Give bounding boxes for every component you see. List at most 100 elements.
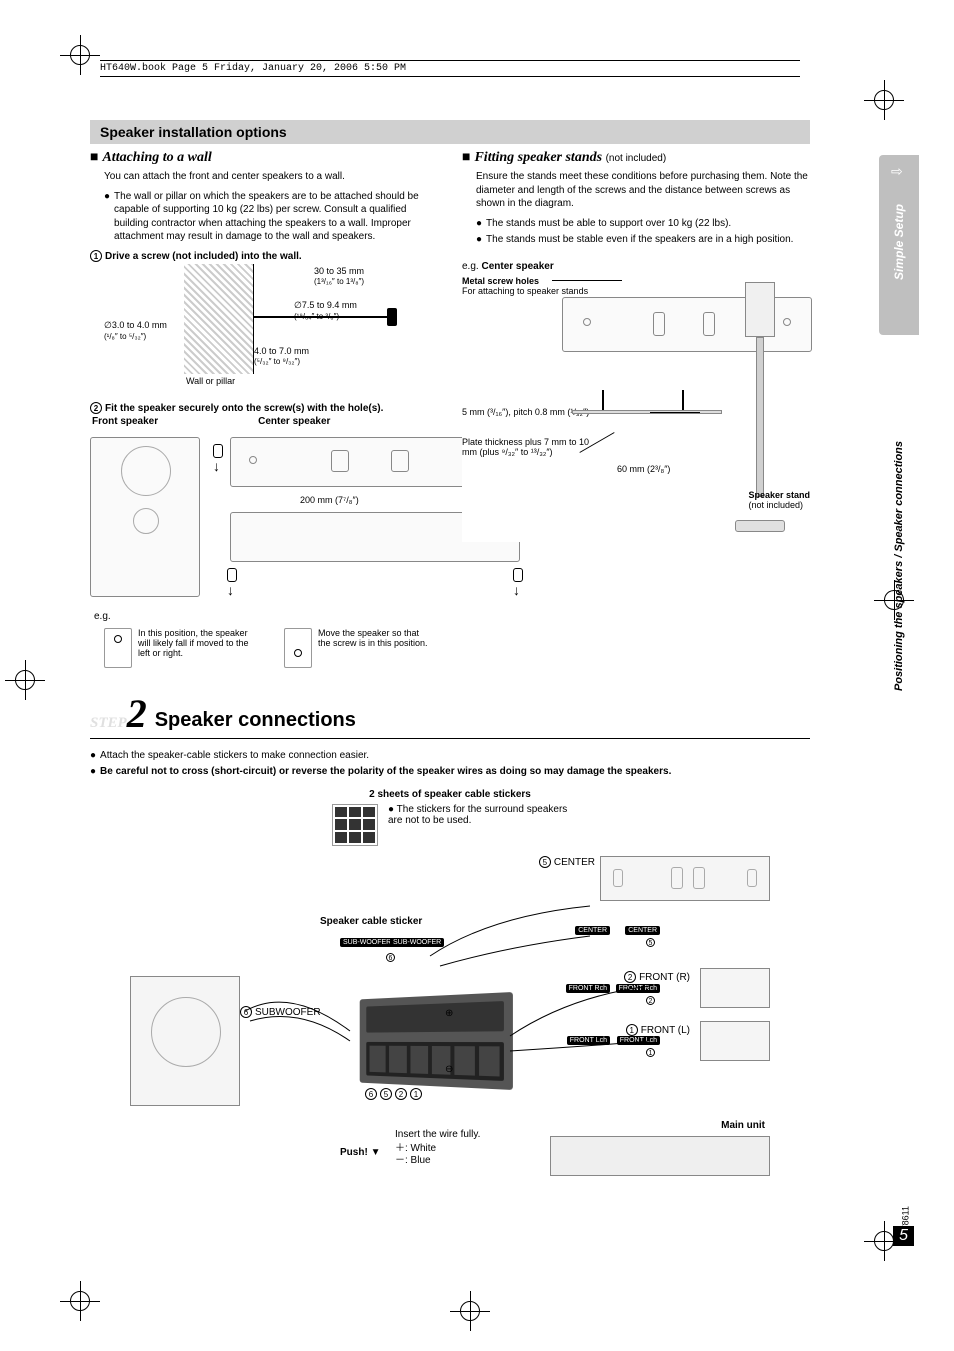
anno-span: 60 mm (2³/₈″) (617, 464, 670, 474)
side-tab-label: Simple Setup (892, 162, 906, 322)
side-tab-label: Positioning the speakers / Speaker conne… (893, 416, 905, 716)
arrow-down-icon: ↓ (213, 458, 223, 474)
bad-position: In this position, the speaker will likel… (104, 628, 254, 668)
tag-number: 2 (646, 996, 658, 1005)
label-push: Push! ▼ (340, 1147, 380, 1158)
print-header: HT640W.book Page 5 Friday, January 20, 2… (100, 60, 800, 77)
eg-label: e.g. Center speaker (462, 261, 810, 272)
sticker-tag: SUB-WOOFER (390, 938, 444, 947)
rear-panel (360, 991, 513, 1089)
bracket-illustration (572, 380, 722, 450)
list-item: ●The stands must be stable even if the s… (476, 233, 810, 247)
minus-icon: ⊖ (445, 1064, 453, 1075)
crop-mark (5, 660, 45, 700)
bullet-list: ●The stands must be able to support over… (476, 217, 810, 247)
label-front-r: 2FRONT (R) (624, 971, 690, 983)
dim-gap: 4.0 to 7.0 mm(⁵/₃₂″ to ⁹/₃₂″) (254, 346, 309, 366)
square-bullet-icon: ■ (462, 150, 470, 165)
square-bullet-icon: ■ (90, 150, 98, 165)
subwoofer (130, 976, 240, 1106)
front-speaker-rear: ↓ (90, 437, 200, 597)
crop-mark (864, 80, 904, 120)
sticker-tag: SUB-WOOFER (340, 938, 394, 947)
bullet-list: ●The wall or pillar on which the speaker… (104, 190, 438, 244)
page-number: 5 (893, 1226, 914, 1246)
step-1-label: 1Drive a screw (not included) into the w… (90, 250, 438, 262)
center-speaker (600, 856, 770, 901)
center-speaker-label: Center speaker (258, 416, 330, 427)
arrow-down-icon: ↓ (227, 582, 237, 598)
divider (90, 738, 810, 739)
arrow-down-icon: ▼ (371, 1147, 381, 1158)
crop-mark (60, 1281, 100, 1321)
label-main-unit: Main unit (721, 1120, 765, 1131)
terminal-numbers: 6521 (365, 1088, 425, 1100)
label-center: 5CENTER (539, 856, 595, 868)
sticker-tag: FRONT Lch (617, 1036, 660, 1045)
position-examples: In this position, the speaker will likel… (104, 628, 438, 668)
crop-mark (60, 35, 100, 75)
tag-number: 6 (386, 953, 398, 962)
label-subwoofer: 6SUBWOOFER (240, 1006, 321, 1018)
tag-number: 5 (646, 938, 658, 947)
connection-diagram: 5CENTER 2FRONT (R) 1FRONT (L) 6SUBWOOFER… (90, 856, 810, 1176)
intro-text: You can attach the front and center spea… (104, 170, 438, 184)
dim-center-span: 200 mm (7⁷/₈″) (300, 495, 359, 505)
bullet-icon: ● (388, 804, 394, 815)
dim-head-length: 30 to 35 mm(1³/₁₆″ to 1³/₈″) (314, 266, 364, 286)
subheading-attaching: ■Attaching to a wall (90, 150, 438, 166)
stickers-title: 2 sheets of speaker cable stickers (270, 789, 630, 800)
keyhole-bad-icon (104, 628, 132, 668)
main-unit (550, 1136, 770, 1176)
tag-number: 1 (646, 1048, 658, 1057)
screw-diagram: 30 to 35 mm(1³/₁₆″ to 1³/₈″) ∅7.5 to 9.4… (104, 264, 438, 394)
screw-head (387, 308, 397, 326)
front-l-speaker (700, 1021, 770, 1061)
sticker-tag: FRONT Rch (616, 984, 660, 993)
bullet-icon: ● (476, 233, 482, 247)
wall-label: Wall or pillar (186, 376, 235, 386)
sticker-tag: CENTER (625, 926, 660, 935)
bullet-icon: ● (90, 765, 96, 779)
keyhole-good-icon (284, 628, 312, 668)
anno-line (650, 412, 700, 413)
sticker-tag: CENTER (575, 926, 610, 935)
stickers-note: ● The stickers for the surround speakers… (388, 804, 568, 826)
left-column: ■Attaching to a wall You can attach the … (90, 150, 438, 668)
hang-slot-icon: ↓ (227, 568, 237, 598)
list-item: ●Be careful not to cross (short-circuit)… (90, 765, 810, 779)
subheading-stands: ■Fitting speaker stands (not included) (462, 150, 810, 166)
bullet-icon: ● (104, 190, 110, 244)
hang-slot-icon: ↓ (513, 568, 523, 598)
dim-head-dia: ∅7.5 to 9.4 mm(¹⁹/₆₄″ to ³/₈″) (294, 300, 357, 321)
front-r-speaker (700, 968, 770, 1008)
section-title: Speaker installation options (90, 120, 810, 144)
plus-icon: ⊕ (445, 1008, 453, 1019)
side-tab-simple-setup: ⇨ Simple Setup (879, 155, 919, 335)
step-badge: STEP2 (90, 698, 147, 732)
sticker-tag: FRONT Lch (567, 1036, 610, 1045)
hang-slot-icon: ↓ (213, 444, 223, 474)
crop-mark (450, 1291, 490, 1331)
eg-label: e.g. (94, 611, 438, 622)
front-speaker-label: Front speaker (92, 416, 158, 427)
step2-notes: ●Attach the speaker-cable stickers to ma… (90, 749, 810, 779)
bullet-icon: ● (90, 749, 96, 763)
sticker-tag: FRONT Rch (566, 984, 610, 993)
stickers-box: 2 sheets of speaker cable stickers ● The… (270, 789, 630, 846)
list-item: ●Attach the speaker-cable stickers to ma… (90, 749, 810, 763)
label-minus: －: Blue (395, 1151, 431, 1166)
step2-title: Speaker connections (155, 709, 356, 732)
anno-line (552, 280, 622, 281)
intro-text: Ensure the stands meet these conditions … (476, 170, 810, 211)
stand-label: Speaker stand(not included) (748, 490, 810, 510)
fit-diagram: ↓ 200 mm (7⁷/₈″) ↓ ↓ (90, 427, 438, 607)
label-front-l: 1FRONT (L) (626, 1024, 690, 1036)
sticker-sheet-icon (332, 804, 378, 846)
circled-number-icon: 1 (90, 250, 102, 262)
anno-metal-holes: Metal screw holes For attaching to speak… (462, 276, 588, 296)
label-cable-sticker: Speaker cable sticker (320, 916, 422, 927)
step2-heading: STEP2 Speaker connections (90, 698, 810, 732)
wall-hatch (184, 264, 254, 374)
stand-diagram: Metal screw holes For attaching to speak… (462, 272, 810, 542)
